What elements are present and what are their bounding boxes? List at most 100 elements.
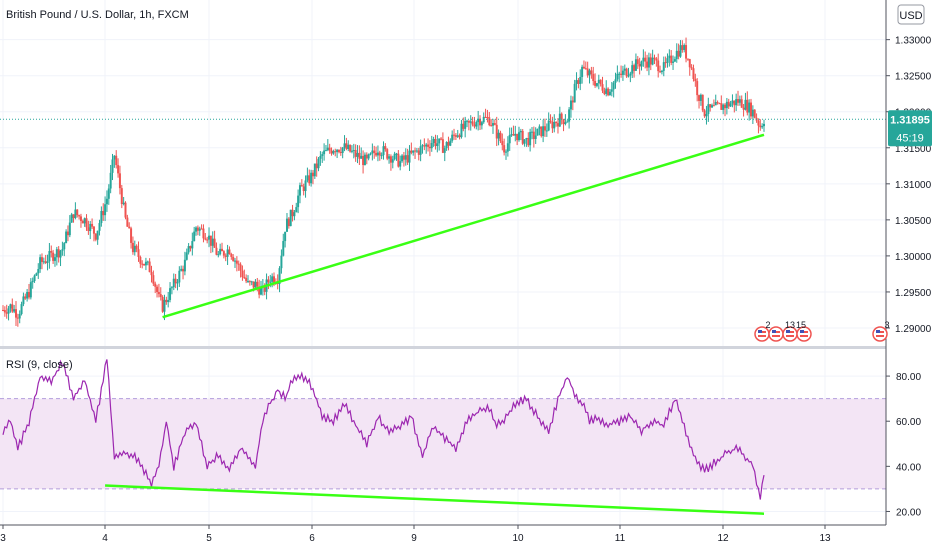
candle-body: [597, 79, 600, 84]
candle-body: [408, 150, 411, 163]
candle-body: [497, 132, 500, 139]
candle-body: [46, 261, 49, 263]
price-trendline[interactable]: [162, 133, 765, 319]
candle: [234, 257, 237, 268]
candle: [7, 305, 10, 321]
candle-body: [237, 263, 240, 265]
candle-body: [5, 312, 8, 314]
candle-body: [126, 217, 129, 227]
candle-body: [460, 123, 463, 138]
candle: [250, 280, 253, 286]
candle-body: [402, 155, 405, 160]
time-axis[interactable]: 3 4 5 6 9 10 11 12 13: [0, 525, 831, 544]
candle: [87, 220, 90, 235]
candle-body: [582, 66, 585, 69]
chart-title[interactable]: British Pound / U.S. Dollar, 1h, FXCM: [6, 9, 189, 21]
candle: [302, 183, 305, 196]
rsi-title[interactable]: RSI (9, close): [6, 359, 73, 371]
candle-body: [363, 154, 366, 166]
candle-body: [419, 146, 422, 155]
candle-body: [594, 81, 597, 86]
candle-body: [647, 57, 650, 68]
candle-body: [352, 150, 355, 152]
candle-body: [94, 233, 97, 240]
price-pane[interactable]: [0, 0, 886, 346]
candle: [159, 287, 162, 301]
candle-body: [711, 105, 714, 108]
candle: [191, 232, 194, 256]
currency-label: USD: [899, 10, 922, 22]
candle-body: [178, 270, 181, 283]
rsi-trendline[interactable]: [105, 484, 765, 515]
candle-body: [330, 150, 333, 154]
economic-event-markers[interactable]: 2 13 15 3: [754, 320, 890, 342]
candle-body: [189, 246, 192, 249]
pane-divider[interactable]: [0, 346, 932, 349]
candle: [42, 257, 45, 265]
candle: [657, 53, 660, 78]
candle: [341, 146, 344, 159]
candle: [5, 304, 8, 319]
candle-body: [157, 292, 160, 295]
candle: [523, 139, 526, 147]
event-flag-stripe: [772, 335, 780, 337]
candle: [187, 243, 190, 255]
event-flag-icon: [872, 326, 888, 342]
candle-body: [677, 50, 680, 57]
currency-badge[interactable]: [897, 4, 925, 25]
candle-body: [365, 154, 368, 159]
candle-body: [215, 247, 218, 255]
candle: [571, 96, 574, 111]
candle: [668, 49, 671, 67]
candle: [456, 129, 459, 139]
candle: [525, 137, 528, 147]
candle-body: [150, 272, 153, 276]
candle-body: [198, 228, 201, 231]
candle-body: [517, 132, 520, 141]
candle-body: [200, 228, 203, 230]
candle-body: [44, 261, 47, 263]
candle: [503, 138, 506, 156]
candle-body: [367, 154, 370, 159]
candle-body: [104, 204, 107, 216]
candle: [505, 149, 508, 160]
candle: [434, 134, 437, 150]
candle: [419, 139, 422, 162]
event-count-label: 13: [785, 320, 795, 330]
candle-body: [727, 101, 730, 107]
candle: [11, 298, 14, 313]
candle-body: [298, 185, 301, 196]
candle-body: [566, 121, 569, 123]
candle-body: [714, 102, 717, 106]
candle: [638, 57, 641, 75]
event-flag-stripe: [758, 335, 766, 337]
candle: [206, 236, 209, 244]
candle-body: [761, 126, 764, 128]
candle-body: [421, 145, 424, 147]
candles[interactable]: [2, 37, 765, 327]
candle: [224, 253, 227, 262]
candle-body: [605, 88, 608, 94]
price-axis[interactable]: [886, 0, 932, 525]
candle-body: [696, 81, 699, 96]
candle: [495, 116, 498, 147]
candle: [540, 126, 543, 138]
candle-body: [542, 126, 545, 137]
candle-body: [698, 95, 701, 101]
candle: [640, 60, 643, 71]
candle-body: [499, 132, 502, 142]
candle: [683, 43, 686, 53]
candle: [53, 253, 56, 267]
candle-body: [633, 65, 636, 71]
candle: [284, 231, 287, 248]
candle-body: [527, 138, 530, 146]
candle: [278, 266, 281, 293]
candle-body: [679, 45, 682, 57]
candle-body: [117, 165, 120, 174]
candle: [126, 214, 129, 227]
candle: [555, 121, 558, 127]
candle-body: [211, 238, 214, 246]
candle: [727, 98, 730, 110]
